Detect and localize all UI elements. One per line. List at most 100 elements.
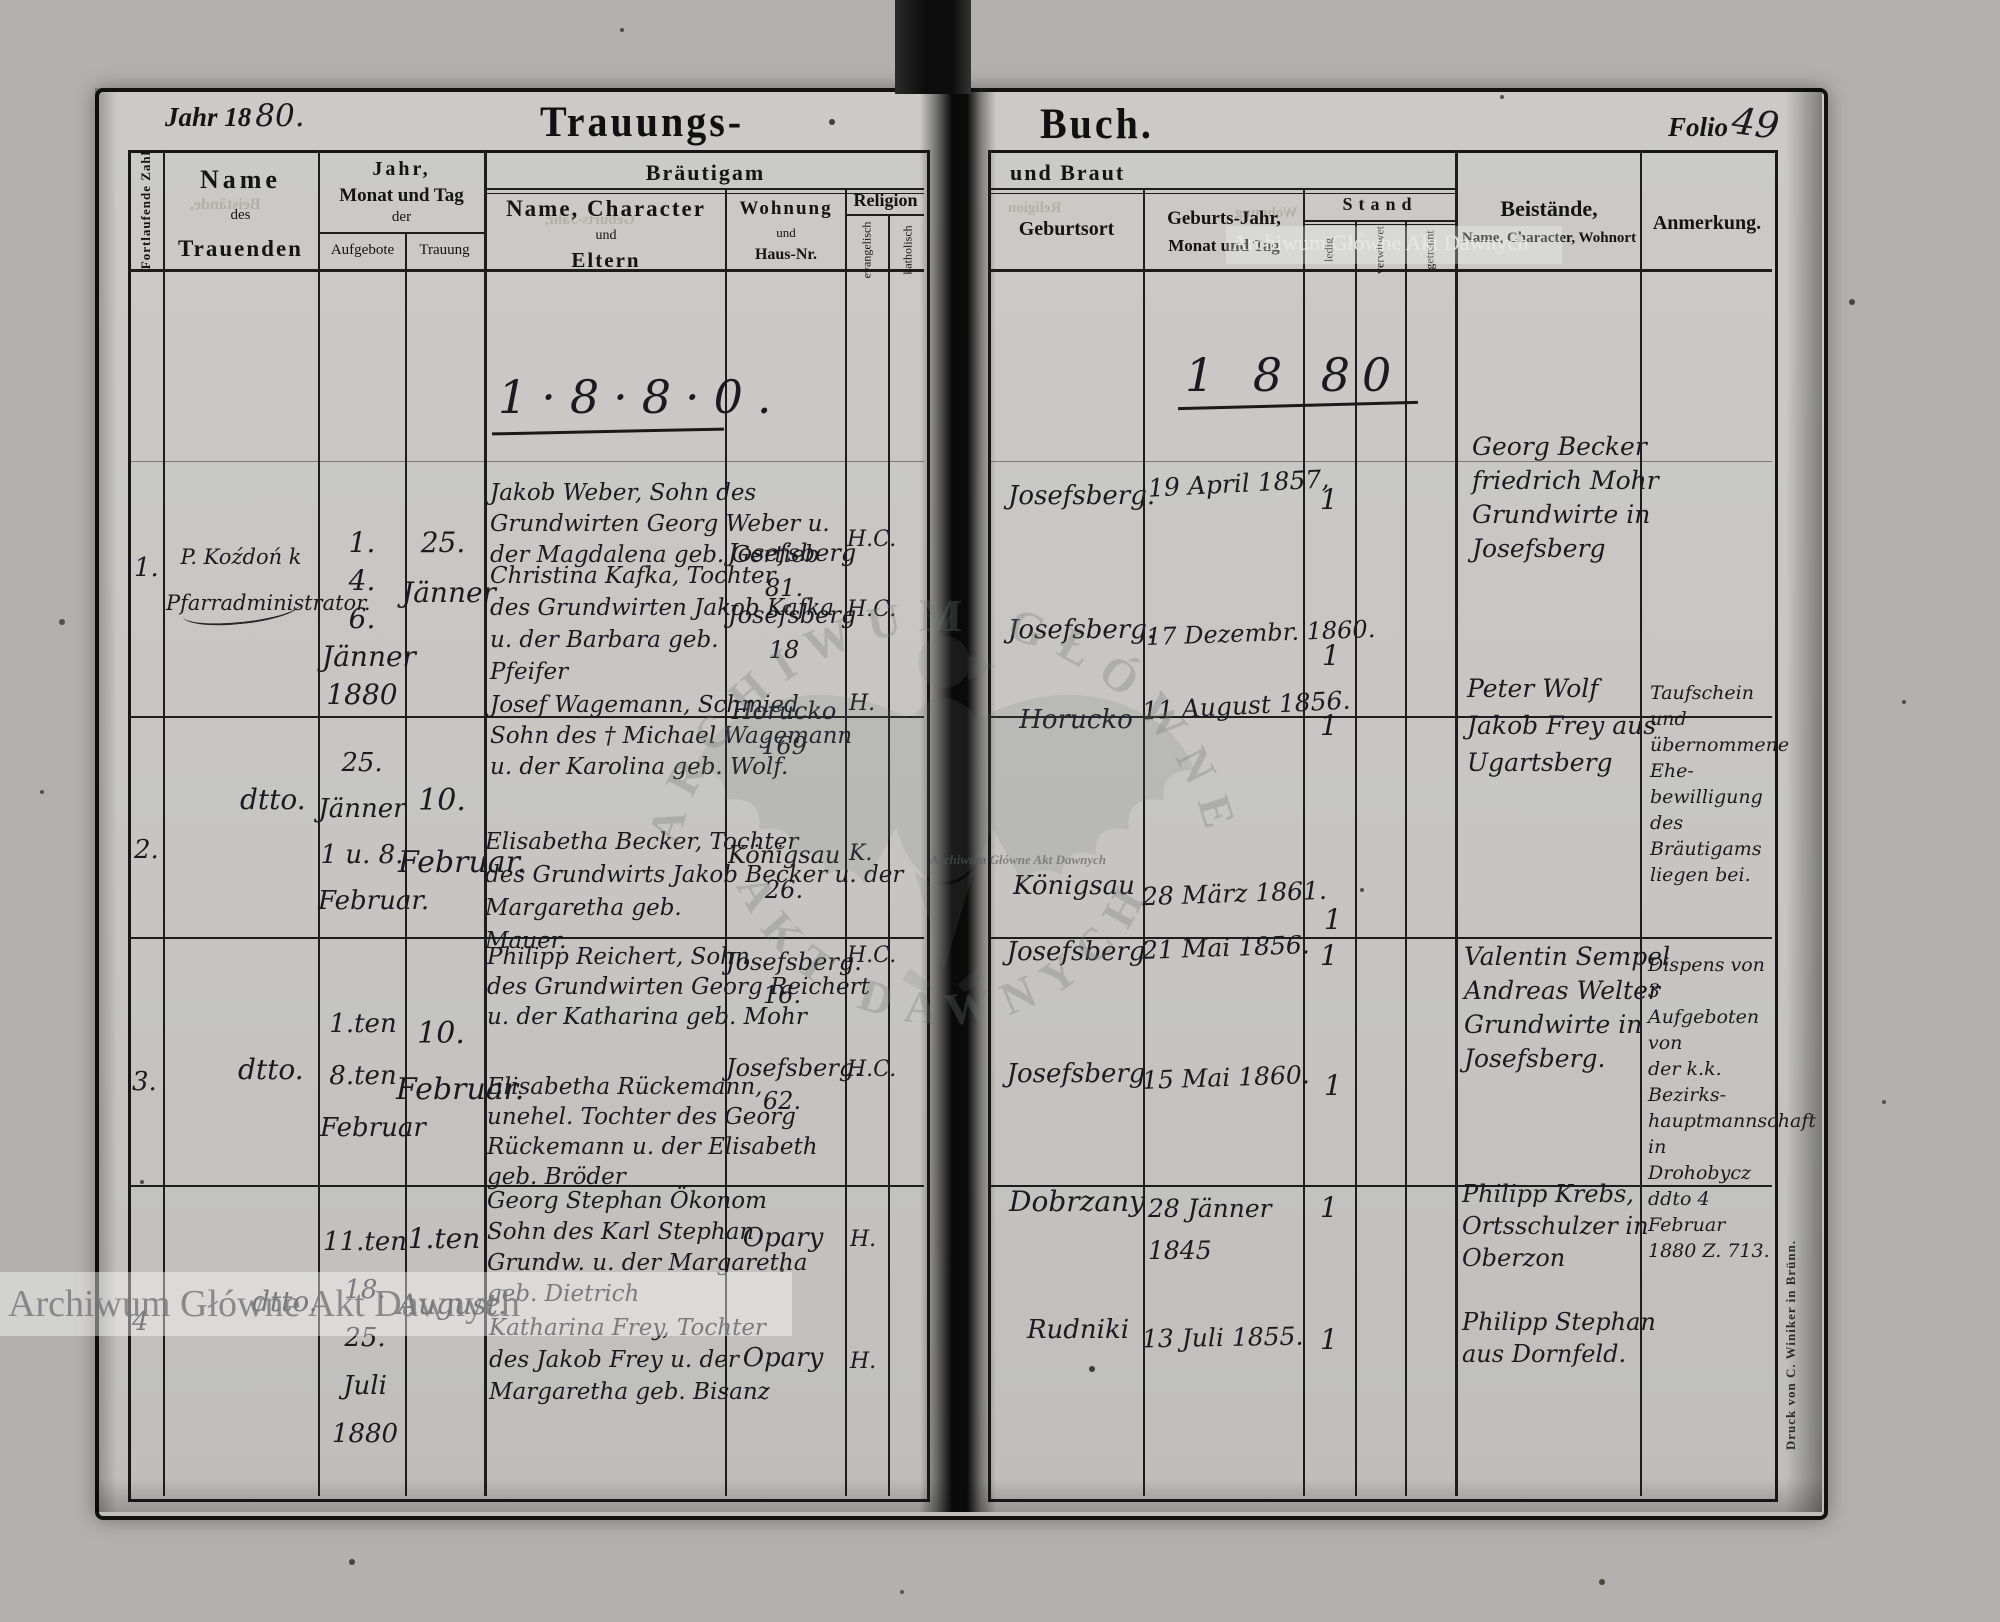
bride-stand-ledig: 1 xyxy=(1324,903,1342,936)
bride-stand-ledig: 1 xyxy=(1320,1323,1338,1356)
bleedthrough-text: Religion xyxy=(1008,200,1062,216)
entry-number: 3. xyxy=(132,1067,157,1097)
bride-religion: K. xyxy=(849,840,872,869)
watermark-text-top-right: Archiwum Główne Akt Dawnych xyxy=(1232,230,1529,255)
year-label: Jahr 18 xyxy=(165,102,252,132)
folio: Folio 49 xyxy=(1668,98,1782,149)
watermark-band-bottom-left xyxy=(0,1272,792,1336)
bride-details: Elisabetha Becker, Tochter des Grundwirt… xyxy=(485,829,904,954)
groom-birthplace: Horucko xyxy=(1006,704,1146,738)
entry-number: 4 xyxy=(132,1307,149,1337)
groom-stand-ledig: 1 xyxy=(1320,1191,1338,1224)
left-table-frame xyxy=(128,150,930,1502)
groom-religion: H. xyxy=(849,690,875,719)
groom-details: Georg Stephan Ökonom Sohn des Karl Steph… xyxy=(487,1188,808,1307)
column-header-name-character: Name, Character und Eltern xyxy=(506,196,706,272)
groom-stand-ledig: 1 xyxy=(1320,483,1338,516)
officiant-name: dtto. xyxy=(240,783,306,816)
binding-strap-top xyxy=(895,0,971,94)
witnesses: Georg Becker friedrich Mohr Grundwirte i… xyxy=(1472,432,1659,563)
column-header-dates: Jahr, Monat und Tag der xyxy=(339,158,464,225)
column-header-name: Name des Trauenden xyxy=(178,165,303,261)
section-header-und-braut: und Braut xyxy=(1010,160,1126,185)
entry-number: 1. xyxy=(134,553,159,583)
bride-birthplace: Josefsberg xyxy=(1006,1059,1146,1089)
groom-birthplace: Josefsberg. xyxy=(1008,481,1156,511)
printer-credit: Druck von C. Winiker in Brünn. xyxy=(1783,1239,1798,1451)
watermark-text-center-small: Archiwum Główne Akt Dawnych xyxy=(930,852,1107,867)
bride-address: Königsau 26. xyxy=(728,841,841,904)
column-header-evangelisch: evangelisch xyxy=(859,221,874,279)
entry-number: 2. xyxy=(134,835,159,865)
groom-details: Philipp Reichert, Sohn des Grundwirten G… xyxy=(487,944,870,1030)
bride-address: Josefsberg 18 xyxy=(728,601,857,664)
remark: Dispens von 3 Aufgeboten von der k.k. Be… xyxy=(1648,954,1817,1262)
bride-stand-ledig: 1 xyxy=(1322,639,1340,672)
column-header-trauung: Trauung xyxy=(419,242,470,258)
title-left: Trauungs- xyxy=(540,97,745,146)
witnesses: Valentin Sempel Andreas Welter Grundwirt… xyxy=(1464,942,1671,1073)
column-header-katholisch: katholisch xyxy=(900,225,915,275)
groom-religion: H. xyxy=(850,1227,877,1252)
aufgebote-dates: 11.ten 18. 25. Juli 1880 xyxy=(323,1227,407,1449)
section-header-braeutigam: Bräutigam xyxy=(645,160,766,185)
groom-religion: H.C. xyxy=(847,527,897,552)
year-heading: Jahr 18 80. xyxy=(165,98,305,134)
groom-birthplace: Dobrzany xyxy=(1009,1185,1145,1218)
year-row-left: 1·8·8·0. xyxy=(498,370,786,424)
witnesses: Philipp Krebs, Ortsschulzer in Oberzon P… xyxy=(1462,1180,1656,1368)
trauung-date: 10. Februar. xyxy=(396,1016,525,1107)
column-header-aufgebote: Aufgebote xyxy=(330,242,395,258)
folio-label: Folio xyxy=(1668,112,1729,142)
groom-details: Josef Wagemann, Schmied Sohn des † Micha… xyxy=(490,692,852,780)
column-header-geburtsort: Geburtsort xyxy=(1018,218,1115,240)
year-handwritten: 80. xyxy=(255,98,305,134)
column-header-beistaende: Beistände, Name, Character, Wohnort xyxy=(1461,196,1637,246)
officiant-name: dtto. xyxy=(252,1285,318,1318)
bride-birthplace: Königsau xyxy=(1013,871,1135,901)
column-header-wohnung: Wohnung und Haus-Nr. xyxy=(739,198,833,263)
bride-details: Christina Kafka, Tochter des Grundwirten… xyxy=(490,563,834,685)
bride-stand-ledig: 1 xyxy=(1324,1069,1342,1102)
right-table-frame xyxy=(988,150,1778,1502)
groom-address: Josefsberg 81. xyxy=(728,539,857,602)
aufgebote-dates: 1. 4. 6. Jänner 1880 xyxy=(322,526,416,711)
bride-details: Elisabetha Rückemann, unehel. Tochter de… xyxy=(487,1074,818,1190)
groom-address: Horucko 169 xyxy=(728,694,840,764)
bride-religion: H.C. xyxy=(847,597,897,622)
watermark-text-bottom-left: Archiwum Główne Akt Dawnych xyxy=(8,1283,520,1325)
scan-specks xyxy=(620,28,624,32)
groom-address: Opary xyxy=(742,1223,824,1253)
groom-stand-ledig: 1 xyxy=(1320,709,1338,742)
column-header-anmerkung: Anmerkung. xyxy=(1652,212,1762,234)
trauung-date: 25. Jänner xyxy=(402,526,496,609)
title-right: Buch. xyxy=(1040,99,1154,148)
column-header-geburtsjahr: Geburts-Jahr, Monat und Tag xyxy=(1167,208,1281,255)
aufgebote-dates: 1.ten 8.ten Februar xyxy=(320,1009,426,1143)
trauung-date: 10. Februar. xyxy=(398,783,527,880)
bride-birthplace: Josefsberg. xyxy=(1008,615,1156,645)
remark: Taufschein und übernommene Ehe- bewillig… xyxy=(1650,682,1790,886)
column-header-fortlaufende-zahl: Fortlaufende Zahl xyxy=(138,150,153,270)
column-header-religion: Religion xyxy=(853,190,918,210)
witnesses: Peter Wolf Jakob Frey aus Ugartsberg xyxy=(1467,674,1657,777)
bride-birthdate: 13 Juli 1855. xyxy=(1141,1321,1304,1354)
groom-birthdate: 28 Jänner 1845 xyxy=(1148,1194,1272,1265)
bride-address: Opary xyxy=(742,1343,824,1373)
watermark-band-top-right xyxy=(1226,226,1562,264)
groom-details: Jakob Weber, Sohn des Grundwirten Georg … xyxy=(490,480,830,568)
groom-birthplace: Josefsberg xyxy=(1006,937,1146,967)
groom-stand-ledig: 1 xyxy=(1320,939,1338,972)
aufgebote-dates: 25. Jänner 1 u. 8. Februar. xyxy=(318,748,430,916)
year-row-right: 1 8 80 xyxy=(1185,348,1404,402)
bride-details: Katharina Frey, Tochter des Jakob Frey u… xyxy=(489,1315,770,1405)
groom-religion: H.C. xyxy=(847,943,897,968)
officiant-name: dtto. xyxy=(238,1053,304,1086)
bride-religion: H.C. xyxy=(847,1057,897,1082)
column-header-stand: Stand xyxy=(1342,194,1418,214)
folio-number: 49 xyxy=(1729,98,1782,149)
bride-birthplace: Rudniki xyxy=(1026,1315,1130,1345)
eagle-watermark: ARCHIWUM GŁÓWNE AKT DAWNYCH xyxy=(638,589,1234,1035)
trauung-date: 1.ten August. xyxy=(398,1222,507,1321)
